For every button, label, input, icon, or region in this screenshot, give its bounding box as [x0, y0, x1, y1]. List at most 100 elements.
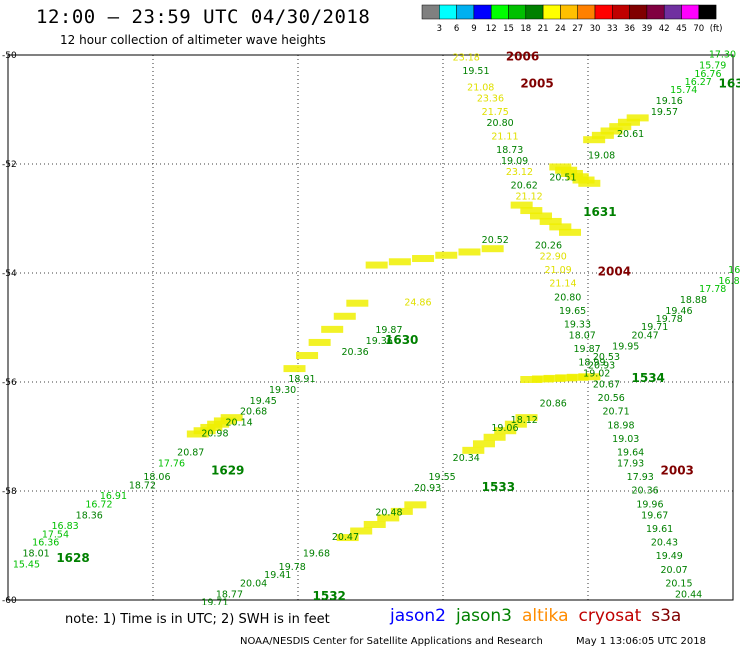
scale-label: 3 [437, 24, 442, 34]
wave-height-cluster [283, 365, 306, 373]
wave-height-cluster [583, 136, 606, 144]
scale-label: 9 [471, 24, 476, 34]
wave-height-label: 16.83 [52, 521, 79, 532]
wave-height-cluster [609, 123, 632, 131]
wave-height-label: 20.36 [632, 486, 659, 497]
wave-height-cluster [578, 373, 601, 381]
wave-height-label: 16.36 [32, 538, 59, 549]
wave-height-label: 20.67 [593, 379, 620, 390]
wave-height-label: 16.72 [85, 499, 112, 510]
wave-height-cluster [543, 374, 566, 382]
wave-height-label: 19.45 [250, 396, 277, 407]
lat-tick-label: -56 [2, 378, 17, 388]
wave-height-label: 23.12 [506, 167, 533, 178]
wave-height-label: 19.49 [656, 551, 683, 562]
wave-height-label: 19.78 [279, 562, 306, 573]
wave-height-cluster [336, 534, 359, 542]
wave-height-cluster [520, 207, 543, 215]
wave-height-label: 20.47 [632, 330, 659, 341]
page-subtitle: 12 hour collection of altimeter wave hei… [60, 33, 326, 47]
wave-height-label: 20.93 [414, 483, 441, 494]
wave-height-label: 19.55 [429, 472, 456, 483]
wave-height-label: 20.15 [665, 578, 692, 589]
wave-height-label: 21.11 [491, 131, 518, 142]
wave-height-cluster [483, 433, 506, 441]
wave-height-label: 19.87 [574, 344, 601, 355]
wave-height-label: 18.99 [578, 358, 605, 369]
wave-height-label: 17.78 [699, 284, 726, 295]
wave-height-cluster [435, 251, 458, 259]
lat-tick-label: -58 [2, 487, 17, 497]
scale-label: 24 [555, 24, 566, 34]
wave-height-label: 20.44 [675, 589, 702, 600]
wave-height-label: 20.43 [651, 538, 678, 549]
wave-height-label: 15.74 [670, 85, 697, 96]
scale-label: 18 [520, 24, 531, 34]
wave-height-label: 20.36 [342, 347, 369, 358]
wave-height-label: 18.73 [496, 145, 523, 156]
wave-height-cluster [531, 375, 554, 383]
wave-height-label: 19.71 [641, 322, 668, 333]
wave-height-label: 16.91 [100, 491, 127, 502]
wave-height-label: 18.72 [129, 480, 156, 491]
scale-label: 21 [538, 24, 549, 34]
wave-height-label: 19.46 [665, 306, 692, 317]
wave-height-label: 20.80 [487, 118, 514, 129]
scale-label: 12 [486, 24, 497, 34]
wave-height-label: 16.76 [694, 69, 721, 80]
wave-height-label: 18.06 [143, 472, 170, 483]
pass-number-label: 1533 [482, 480, 515, 494]
wave-height-cluster [365, 261, 388, 269]
wave-height-label: 20.07 [661, 565, 688, 576]
wave-height-label: 18.12 [511, 415, 538, 426]
wave-height-cluster [472, 440, 495, 448]
wave-height-label: 20.62 [511, 181, 538, 192]
wave-height-map: 303336394245-50-52-54-56-58-6023.1819.51… [2, 49, 740, 605]
wave-height-label: 20.93 [588, 360, 615, 371]
wave-height-label: 21.08 [467, 82, 494, 93]
scale-label: 6 [454, 24, 459, 34]
satellite-legend-s3a: s3a [651, 606, 682, 626]
wave-height-label: 19.71 [201, 597, 228, 605]
wave-height-label: 20.80 [554, 292, 581, 303]
pass-number-label: 1630 [385, 333, 418, 347]
scale-label: 42 [659, 24, 670, 34]
wave-height-cluster [539, 217, 562, 225]
pass-number-label: 1629 [211, 464, 244, 478]
satellite-legend-cryosat: cryosat [578, 606, 642, 626]
footer-credit: NOAA/NESDIS Center for Satellite Applica… [240, 636, 543, 647]
wave-height-cluster [578, 179, 601, 187]
wave-height-label: 20.48 [375, 508, 402, 519]
wave-height-cluster [555, 374, 578, 382]
wave-height-label: 21.75 [482, 107, 509, 118]
wave-height-label: 18.88 [680, 295, 707, 306]
wave-height-cluster [377, 514, 400, 522]
pass-number-label: 1631 [583, 205, 616, 219]
color-scale-legend: 3 6 9 12 15 18 21 24 27 30 33 36 39 42 45 70 (ft) [421, 4, 723, 34]
wave-height-cluster [350, 527, 373, 535]
wave-height-label: 19.65 [559, 306, 586, 317]
wave-height-label: 20.52 [482, 235, 509, 246]
wave-height-label: 17.54 [42, 529, 69, 540]
wave-height-label: 19.51 [462, 66, 489, 77]
wave-height-cluster [504, 420, 527, 428]
wave-height-label: 18.91 [288, 374, 315, 385]
wave-height-label: 18.98 [607, 420, 634, 431]
wave-height-label: 20.47 [332, 532, 359, 543]
pass-number-label: 1534 [632, 371, 665, 385]
scale-label: 70 [693, 24, 704, 34]
pass-number-label: 2004 [598, 265, 631, 279]
wave-height-label: 24.86 [404, 298, 431, 309]
scale-label: 30 [590, 24, 601, 34]
wave-height-cluster [458, 248, 481, 256]
wave-height-cluster [520, 376, 543, 383]
scale-label: 45 [676, 24, 687, 34]
wave-height-label: 16.80 [719, 276, 740, 287]
wave-height-cluster [308, 338, 331, 346]
wave-height-label: 21.14 [549, 279, 576, 290]
wave-height-label: 19.57 [651, 107, 678, 118]
pass-number-label: 1632 [719, 77, 740, 91]
wave-height-label: 23.18 [453, 52, 480, 63]
wave-height-label: 20.14 [226, 418, 253, 429]
footer-timestamp: May 1 13:06:05 UTC 2018 [576, 636, 706, 647]
